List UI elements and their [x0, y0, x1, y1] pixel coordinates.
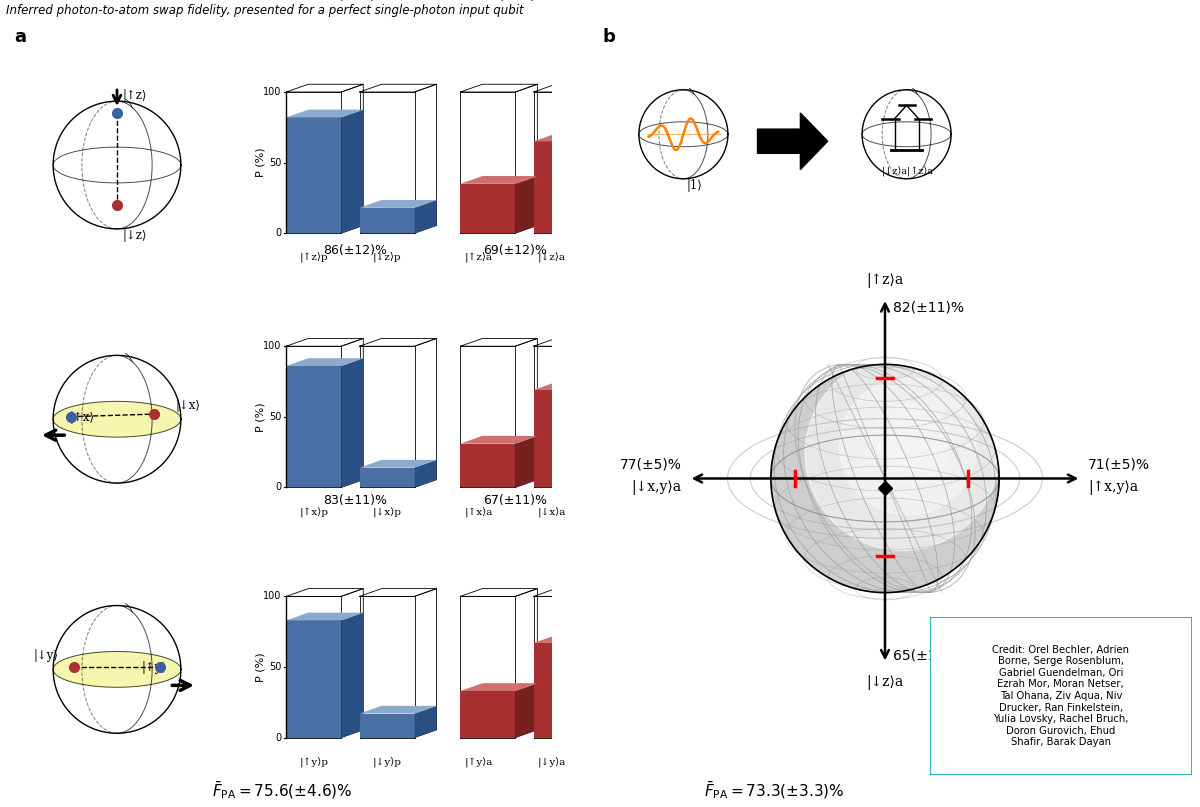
Text: |1⟩: |1⟩	[686, 179, 703, 192]
Text: |↓z⟩a: |↓z⟩a	[538, 253, 566, 263]
Text: 71(±5)%: 71(±5)%	[1088, 458, 1150, 472]
Polygon shape	[287, 117, 341, 233]
Polygon shape	[414, 460, 437, 487]
Polygon shape	[360, 460, 437, 468]
Text: |↓z⟩p: |↓z⟩p	[373, 253, 402, 263]
Text: |↓z⟩a|↑z⟩a: |↓z⟩a|↑z⟩a	[882, 166, 934, 177]
Text: 77(±5)%: 77(±5)%	[620, 458, 682, 472]
Text: 65(±10)%: 65(±10)%	[893, 648, 964, 663]
Polygon shape	[515, 436, 538, 487]
Text: |↓x⟩: |↓x⟩	[175, 399, 200, 412]
Circle shape	[770, 365, 1000, 592]
Polygon shape	[360, 468, 414, 487]
Text: 67(±11)%: 67(±11)%	[484, 494, 547, 507]
Text: 0: 0	[276, 733, 282, 742]
Text: |↑x⟩a: |↑x⟩a	[464, 508, 493, 517]
Polygon shape	[287, 366, 341, 487]
Text: |↓y⟩a: |↓y⟩a	[538, 757, 566, 767]
Text: |↓z⟩a: |↓z⟩a	[866, 675, 904, 690]
Text: |↑x⟩p: |↑x⟩p	[299, 508, 329, 517]
Polygon shape	[461, 444, 515, 487]
Ellipse shape	[53, 652, 181, 687]
Polygon shape	[461, 436, 538, 444]
Text: 0: 0	[276, 228, 282, 238]
Text: |↑x,y⟩a: |↑x,y⟩a	[1088, 480, 1139, 495]
Polygon shape	[341, 613, 364, 738]
Text: P (%): P (%)	[256, 652, 265, 682]
Text: |↑x⟩: |↑x⟩	[70, 412, 94, 424]
Text: 100: 100	[263, 592, 282, 601]
Text: |↓z⟩: |↓z⟩	[122, 229, 146, 242]
Polygon shape	[360, 200, 437, 207]
Text: 0: 0	[276, 483, 282, 492]
Text: |↑y⟩: |↑y⟩	[142, 662, 167, 675]
Text: |↑y⟩p: |↑y⟩p	[299, 757, 329, 767]
Text: 83(±11)%: 83(±11)%	[323, 494, 386, 507]
Polygon shape	[461, 691, 515, 738]
Text: 100: 100	[263, 341, 282, 351]
Text: Credit: Orel Bechler, Adrien
Borne, Serge Rosenblum,
Gabriel Guendelman, Ori
Ezr: Credit: Orel Bechler, Adrien Borne, Serg…	[992, 645, 1129, 747]
Text: |↓x⟩a: |↓x⟩a	[538, 508, 566, 517]
Polygon shape	[414, 200, 437, 233]
Polygon shape	[461, 184, 515, 233]
FancyBboxPatch shape	[930, 617, 1192, 775]
Polygon shape	[287, 613, 364, 621]
Text: $\bar{F}_{\rm PA}=75.6(\pm4.6)\%$: $\bar{F}_{\rm PA}=75.6(\pm4.6)\%$	[211, 779, 353, 801]
Text: P (%): P (%)	[256, 148, 265, 178]
Polygon shape	[360, 706, 437, 713]
Polygon shape	[589, 635, 611, 738]
Text: |↑z⟩a: |↑z⟩a	[866, 273, 904, 288]
Text: 50: 50	[269, 662, 282, 672]
Text: |↑z⟩a: |↑z⟩a	[464, 253, 493, 263]
Text: 82(±11)%: 82(±11)%	[893, 300, 964, 314]
Text: 82(±11)%: 82(±11)%	[323, 0, 386, 2]
Circle shape	[805, 357, 1000, 550]
Text: a: a	[14, 28, 26, 46]
Circle shape	[870, 404, 950, 484]
Circle shape	[839, 378, 977, 515]
FancyArrowPatch shape	[761, 140, 823, 142]
Polygon shape	[534, 141, 589, 233]
Text: 50: 50	[269, 412, 282, 422]
Text: 86(±12)%: 86(±12)%	[323, 244, 386, 257]
Text: 69(±12)%: 69(±12)%	[484, 244, 547, 257]
Polygon shape	[534, 134, 611, 141]
Polygon shape	[757, 113, 828, 169]
Text: Inferred photon-to-atom swap fidelity, presented for a perfect single-photon inp: Inferred photon-to-atom swap fidelity, p…	[6, 4, 523, 17]
Polygon shape	[534, 643, 589, 738]
Polygon shape	[287, 621, 341, 738]
Polygon shape	[515, 176, 538, 233]
Polygon shape	[589, 134, 611, 233]
Polygon shape	[461, 684, 538, 691]
Polygon shape	[534, 390, 589, 487]
Polygon shape	[515, 684, 538, 738]
Text: |↑y⟩a: |↑y⟩a	[464, 757, 493, 767]
Text: |↓y⟩: |↓y⟩	[34, 649, 59, 662]
Text: |↓y⟩p: |↓y⟩p	[372, 757, 402, 767]
Text: b: b	[602, 28, 616, 46]
Text: $\bar{F}_{\rm PA}=73.3(\pm3.3)\%$: $\bar{F}_{\rm PA}=73.3(\pm3.3)\%$	[703, 779, 845, 801]
Polygon shape	[414, 706, 437, 738]
Polygon shape	[287, 110, 364, 117]
Text: |↑z⟩p: |↑z⟩p	[300, 253, 328, 263]
Text: |↓x⟩p: |↓x⟩p	[372, 508, 402, 517]
Text: 65(±10)%: 65(±10)%	[484, 0, 547, 2]
Text: 50: 50	[269, 157, 282, 168]
Text: |↑z⟩: |↑z⟩	[122, 90, 146, 102]
Text: |↓x,y⟩a: |↓x,y⟩a	[631, 480, 682, 495]
Text: 100: 100	[263, 87, 282, 97]
Text: P (%): P (%)	[256, 402, 265, 432]
Polygon shape	[534, 383, 611, 390]
Polygon shape	[341, 358, 364, 487]
Polygon shape	[589, 383, 611, 487]
Polygon shape	[534, 635, 611, 643]
Polygon shape	[360, 207, 414, 233]
Ellipse shape	[53, 402, 181, 437]
Polygon shape	[341, 110, 364, 233]
Polygon shape	[360, 713, 414, 738]
Polygon shape	[461, 176, 538, 184]
Polygon shape	[287, 358, 364, 366]
